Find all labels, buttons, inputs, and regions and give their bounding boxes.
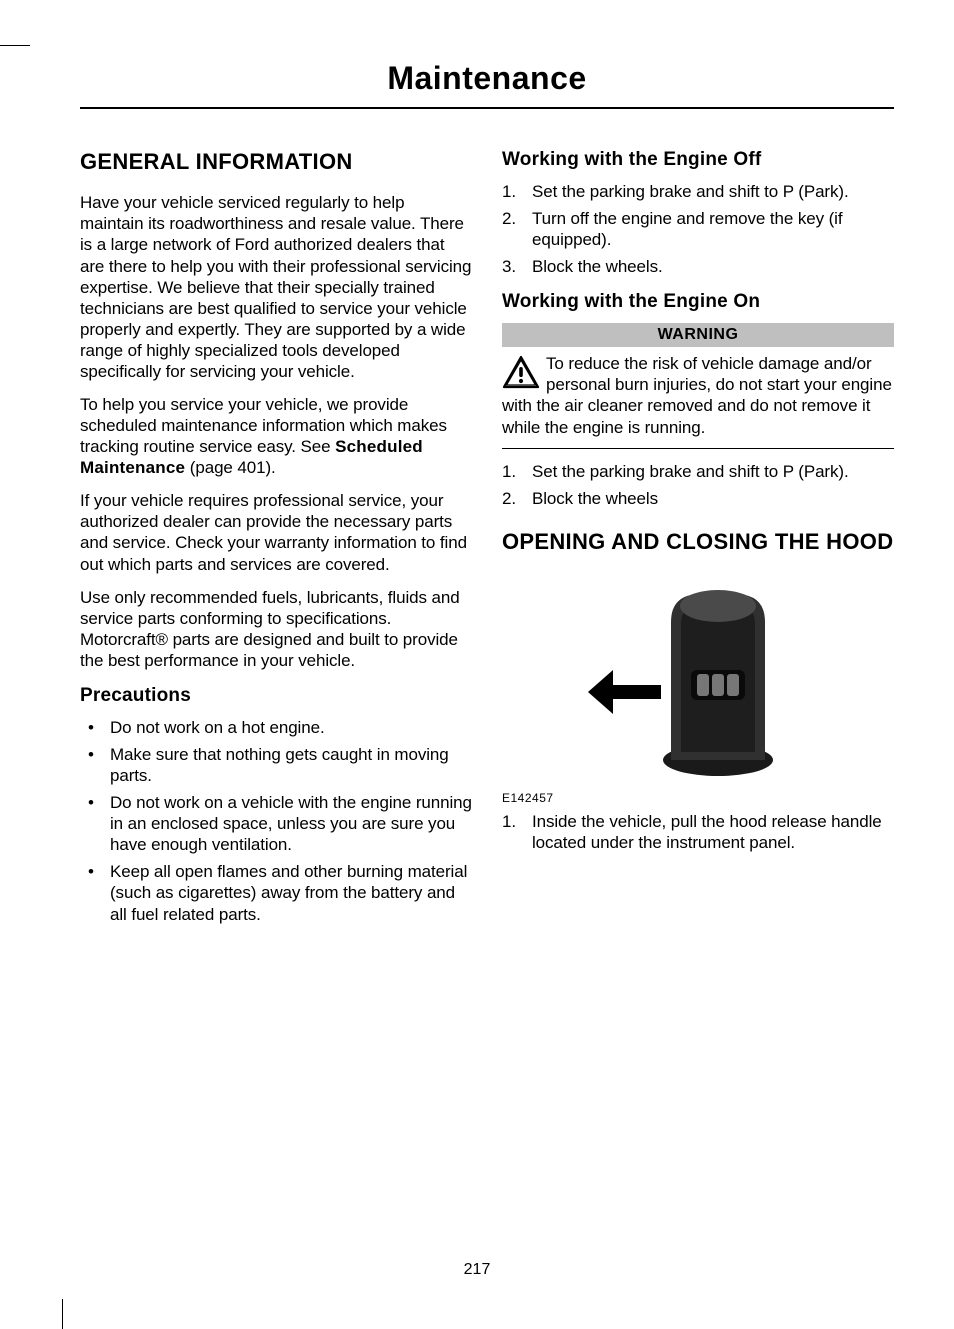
list-item: Keep all open flames and other burning m… (80, 861, 472, 924)
list-item: 1. Set the parking brake and shift to P (… (502, 461, 894, 482)
bullet-text: Keep all open flames and other burning m… (110, 862, 467, 923)
list-item: 1. Set the parking brake and shift to P (… (502, 181, 894, 202)
para-scheduled-b: (page 401). (185, 458, 275, 477)
figure-label: E142457 (502, 791, 894, 805)
para-prof-service: If your vehicle requires professional se… (80, 490, 472, 574)
list-item: 3. Block the wheels. (502, 256, 894, 277)
list-item: Do not work on a vehicle with the engine… (80, 792, 472, 855)
step-text: Block the wheels. (532, 257, 663, 276)
bullet-text: Do not work on a hot engine. (110, 718, 325, 737)
step-text: Set the parking brake and shift to P (Pa… (532, 462, 849, 481)
step-text: Block the wheels (532, 489, 658, 508)
para-motorcraft: Use only recommended fuels, lubricants, … (80, 587, 472, 671)
step-number: 2. (502, 488, 516, 509)
bullet-text: Do not work on a vehicle with the engine… (110, 793, 472, 854)
step-number: 1. (502, 181, 516, 202)
list-item: Make sure that nothing gets caught in mo… (80, 744, 472, 786)
warning-text: To reduce the risk of vehicle damage and… (502, 354, 892, 436)
section-heading-hood: OPENING AND CLOSING THE HOOD (502, 529, 894, 554)
engine-on-steps: 1. Set the parking brake and shift to P (… (502, 461, 894, 509)
step-number: 3. (502, 256, 516, 277)
warning-header: WARNING (502, 323, 894, 347)
bullet-text: Make sure that nothing gets caught in mo… (110, 745, 449, 785)
warning-body: To reduce the risk of vehicle damage and… (502, 353, 894, 448)
step-number: 1. (502, 811, 516, 832)
hood-release-handle-icon (583, 572, 813, 782)
step-text: Turn off the engine and remove the key (… (532, 209, 842, 249)
list-item: 2. Turn off the engine and remove the key… (502, 208, 894, 250)
content-columns: GENERAL INFORMATION Have your vehicle se… (80, 149, 894, 937)
crop-mark-bottom (62, 1299, 83, 1329)
list-item: 2. Block the wheels (502, 488, 894, 509)
list-item: 1. Inside the vehicle, pull the hood rele… (502, 811, 894, 853)
precautions-list: Do not work on a hot engine. Make sure t… (80, 717, 472, 925)
crop-mark-left (0, 25, 30, 46)
chapter-title: Maintenance (80, 60, 894, 97)
subheading-precautions: Precautions (80, 685, 472, 707)
hood-steps: 1. Inside the vehicle, pull the hood rele… (502, 811, 894, 853)
section-heading-general-info: GENERAL INFORMATION (80, 149, 472, 174)
hood-release-figure (502, 572, 894, 787)
engine-off-steps: 1. Set the parking brake and shift to P (… (502, 181, 894, 277)
step-number: 1. (502, 461, 516, 482)
step-number: 2. (502, 208, 516, 229)
warning-triangle-icon (502, 355, 540, 389)
subheading-engine-off: Working with the Engine Off (502, 149, 894, 171)
right-column: Working with the Engine Off 1. Set the pa… (502, 149, 894, 937)
left-column: GENERAL INFORMATION Have your vehicle se… (80, 149, 472, 937)
title-rule (80, 107, 894, 109)
para-scheduled-maint: To help you service your vehicle, we pro… (80, 394, 472, 478)
page-number: 217 (0, 1261, 954, 1279)
page: Maintenance GENERAL INFORMATION Have you… (0, 0, 954, 1329)
para-intro: Have your vehicle serviced regularly to … (80, 192, 472, 382)
subheading-engine-on: Working with the Engine On (502, 291, 894, 313)
list-item: Do not work on a hot engine. (80, 717, 472, 738)
step-text: Set the parking brake and shift to P (Pa… (532, 182, 849, 201)
step-text: Inside the vehicle, pull the hood releas… (532, 812, 882, 852)
